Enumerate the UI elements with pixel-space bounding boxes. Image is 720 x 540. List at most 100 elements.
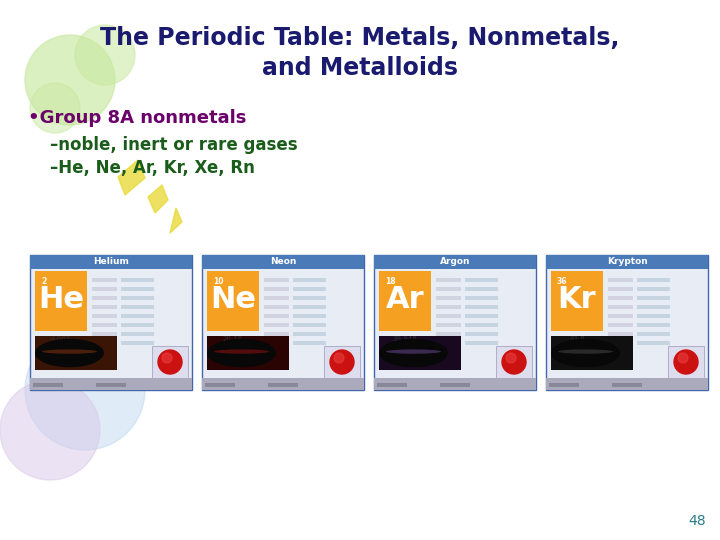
Ellipse shape xyxy=(379,339,448,367)
Bar xyxy=(436,314,462,318)
Text: 48: 48 xyxy=(688,514,706,528)
Bar xyxy=(202,378,364,390)
Bar xyxy=(92,314,117,318)
Circle shape xyxy=(30,83,80,133)
Bar xyxy=(122,305,154,309)
Bar xyxy=(294,305,325,309)
Bar xyxy=(122,296,154,300)
Bar xyxy=(122,332,154,336)
Bar xyxy=(202,255,364,269)
Bar xyxy=(379,336,461,370)
Bar xyxy=(374,378,536,390)
Bar xyxy=(96,383,126,387)
Bar xyxy=(122,278,154,282)
Text: •Group 8A nonmetals: •Group 8A nonmetals xyxy=(28,109,246,127)
Text: Helium: Helium xyxy=(93,258,129,267)
Bar xyxy=(92,305,117,309)
Text: Argon: Argon xyxy=(440,258,470,267)
Bar xyxy=(294,341,325,345)
Bar xyxy=(264,278,289,282)
Bar xyxy=(436,287,462,291)
Text: 18: 18 xyxy=(385,277,395,286)
Bar xyxy=(92,287,117,291)
Bar xyxy=(637,323,670,327)
Bar xyxy=(294,287,325,291)
Text: 83.8: 83.8 xyxy=(569,336,585,342)
Bar xyxy=(637,296,670,300)
Text: and Metalloids: and Metalloids xyxy=(262,56,458,80)
Bar xyxy=(637,332,670,336)
Bar xyxy=(30,255,192,269)
Bar xyxy=(92,296,117,300)
Bar xyxy=(92,323,117,327)
Bar xyxy=(608,332,634,336)
Circle shape xyxy=(506,353,516,363)
Bar xyxy=(436,305,462,309)
Bar xyxy=(92,278,117,282)
Bar xyxy=(546,255,708,269)
Text: –He, Ne, Ar, Kr, Xe, Rn: –He, Ne, Ar, Kr, Xe, Rn xyxy=(50,159,255,177)
Bar xyxy=(637,314,670,318)
Bar xyxy=(92,341,117,345)
Bar xyxy=(637,341,670,345)
Bar xyxy=(496,346,532,378)
Ellipse shape xyxy=(386,349,441,354)
Circle shape xyxy=(25,330,145,450)
Bar xyxy=(30,378,192,390)
Bar xyxy=(549,383,579,387)
Bar xyxy=(612,383,642,387)
Bar xyxy=(264,296,289,300)
Text: –noble, inert or rare gases: –noble, inert or rare gases xyxy=(50,136,297,154)
Circle shape xyxy=(334,353,344,363)
Bar xyxy=(465,296,498,300)
Bar xyxy=(668,346,704,378)
Bar xyxy=(436,341,462,345)
Text: 2: 2 xyxy=(41,277,46,286)
Text: 36: 36 xyxy=(557,277,567,286)
Bar xyxy=(637,287,670,291)
Circle shape xyxy=(162,353,172,363)
Text: 39.948: 39.948 xyxy=(392,336,418,342)
Ellipse shape xyxy=(558,349,613,354)
Circle shape xyxy=(158,350,182,374)
Bar xyxy=(205,383,235,387)
Text: Kr: Kr xyxy=(558,285,596,314)
Bar xyxy=(637,278,670,282)
Circle shape xyxy=(330,350,354,374)
Bar xyxy=(122,341,154,345)
Bar xyxy=(465,287,498,291)
Bar xyxy=(35,271,87,331)
Bar xyxy=(30,255,192,390)
Bar xyxy=(294,323,325,327)
Bar xyxy=(33,383,63,387)
Bar xyxy=(294,314,325,318)
Bar xyxy=(268,383,298,387)
Bar xyxy=(264,305,289,309)
Circle shape xyxy=(678,353,688,363)
Bar xyxy=(551,271,603,331)
Bar xyxy=(35,336,117,370)
Polygon shape xyxy=(118,160,145,195)
Bar xyxy=(608,305,634,309)
Ellipse shape xyxy=(214,349,269,354)
Bar xyxy=(207,271,259,331)
Bar xyxy=(608,314,634,318)
Text: Ar: Ar xyxy=(386,285,424,314)
Bar xyxy=(608,296,634,300)
Bar xyxy=(637,305,670,309)
Bar xyxy=(374,255,536,390)
Ellipse shape xyxy=(35,339,104,367)
Bar xyxy=(264,323,289,327)
Ellipse shape xyxy=(42,349,97,354)
Bar xyxy=(436,332,462,336)
Bar xyxy=(608,323,634,327)
Polygon shape xyxy=(170,208,182,233)
Bar xyxy=(440,383,470,387)
Bar xyxy=(465,341,498,345)
Bar xyxy=(207,336,289,370)
Bar xyxy=(152,346,188,378)
Circle shape xyxy=(75,25,135,85)
Text: Ne: Ne xyxy=(210,285,256,314)
Bar xyxy=(324,346,360,378)
Bar xyxy=(122,287,154,291)
